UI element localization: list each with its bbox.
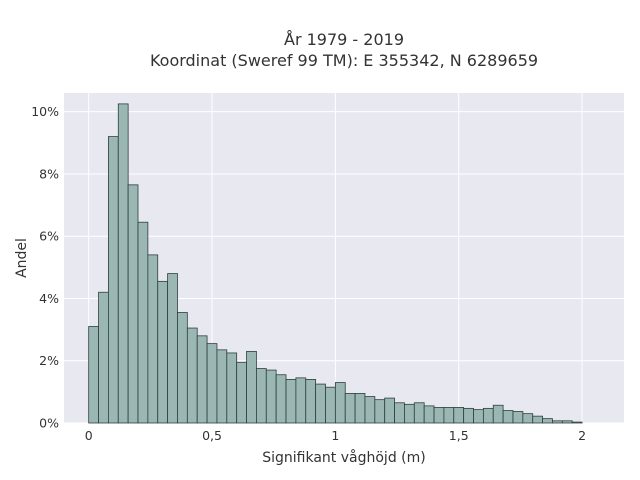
histogram-bar — [453, 407, 465, 424]
x-tick-label: 2 — [578, 428, 586, 443]
histogram-bar — [127, 184, 139, 424]
histogram-bar — [502, 410, 514, 424]
histogram-bar — [285, 379, 297, 424]
histogram-bar — [364, 396, 376, 424]
histogram-bar — [443, 407, 455, 424]
y-tick-label: 8% — [39, 166, 59, 181]
histogram-bar — [265, 369, 277, 424]
histogram-bar — [532, 415, 543, 424]
histogram-bar — [186, 327, 198, 424]
histogram-bar — [216, 349, 228, 424]
histogram-bar — [137, 221, 149, 424]
histogram-bar — [177, 312, 188, 424]
y-tick-label: 10% — [31, 104, 59, 119]
y-tick-label: 4% — [39, 291, 59, 306]
histogram-bar — [542, 418, 553, 424]
y-axis-ticks: 0% 2% 4% 6% 8% 10% — [31, 104, 59, 430]
histogram-bar — [147, 254, 159, 424]
histogram-bar — [305, 379, 317, 424]
chart-title-line2: Koordinat (Sweref 99 TM): E 355342, N 62… — [150, 51, 538, 70]
histogram-bar — [117, 103, 129, 424]
histogram-bar — [374, 399, 386, 424]
histogram-bar — [492, 404, 504, 424]
histogram-bar — [325, 386, 336, 424]
histogram-bar — [334, 382, 346, 424]
histogram-bar — [433, 407, 445, 424]
x-tick-label: 1 — [331, 428, 339, 443]
histogram-bar — [354, 393, 366, 424]
histogram-bar — [295, 377, 307, 424]
histogram-bar — [522, 413, 534, 424]
histogram-bar — [108, 136, 119, 424]
histogram-bar — [256, 368, 267, 424]
histogram-bar — [167, 273, 178, 424]
histogram-bar — [246, 350, 257, 424]
histogram-bar — [512, 411, 524, 424]
histogram-bar — [413, 402, 425, 424]
histogram-bar — [463, 407, 474, 424]
x-axis-title: Signifikant våghöjd (m) — [262, 449, 425, 466]
histogram-bar — [404, 403, 415, 424]
histogram-bar — [275, 374, 287, 424]
histogram-bar — [423, 405, 435, 424]
histogram-bar — [98, 291, 109, 424]
histogram-bar — [344, 393, 356, 424]
histogram-bar — [315, 383, 326, 424]
x-tick-label: 0,5 — [202, 428, 222, 443]
histogram-bar — [384, 397, 395, 424]
x-tick-label: 0 — [85, 428, 93, 443]
histogram-bar — [561, 420, 573, 424]
histogram-bar — [394, 402, 405, 424]
x-axis-ticks: 0 0,5 1 1,5 2 — [85, 428, 586, 443]
histogram-bar — [552, 420, 563, 424]
histogram-bar — [473, 409, 484, 424]
histogram-bar — [226, 352, 238, 424]
y-tick-label: 6% — [39, 229, 59, 244]
histogram-bar — [236, 361, 247, 424]
histogram-bar — [88, 326, 99, 424]
histogram-bars — [88, 103, 583, 424]
y-tick-label: 0% — [39, 416, 59, 431]
histogram-bar — [196, 335, 208, 424]
x-tick-label: 1,5 — [449, 428, 469, 443]
y-tick-label: 2% — [39, 353, 59, 368]
histogram-bar — [206, 343, 218, 424]
histogram-bar — [482, 407, 494, 424]
y-axis-title: Andel — [14, 238, 30, 278]
chart-title-line1: År 1979 - 2019 — [284, 30, 404, 49]
histogram-bar — [571, 421, 583, 424]
histogram-bar — [157, 280, 169, 424]
